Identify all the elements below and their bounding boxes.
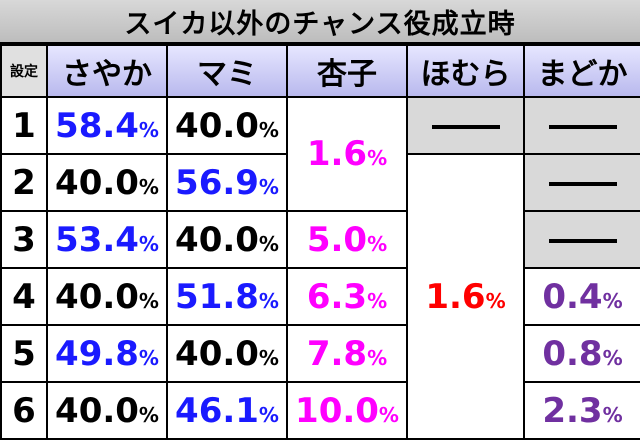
kyoko-cell: 6.3% xyxy=(286,267,408,326)
value: 1.6 xyxy=(425,276,486,317)
percent-sign: % xyxy=(602,402,623,427)
value: 53.4 xyxy=(55,219,139,260)
value: 6.3 xyxy=(306,276,368,317)
percent-sign: % xyxy=(602,288,623,313)
value: 40.0 xyxy=(55,390,139,431)
madoka-cell: 0.4% xyxy=(523,267,640,326)
header-setting: 設定 xyxy=(0,44,48,98)
homura-cell: 1.6% xyxy=(406,153,525,440)
value: 0.4 xyxy=(542,276,603,317)
madoka-cell: 0.8% xyxy=(523,324,640,383)
percent-sign: % xyxy=(258,231,279,256)
percent-sign: % xyxy=(258,402,279,427)
percent-sign: % xyxy=(138,231,159,256)
value: 7.8 xyxy=(306,333,368,374)
setting-cell: 5 xyxy=(0,324,48,383)
mami-cell: 46.1% xyxy=(166,381,288,440)
sayaka-cell: 40.0% xyxy=(46,153,168,212)
madoka-cell: 2.3% xyxy=(523,381,640,440)
table-row: 4 40.0% 51.8% 6.3% 0.4% xyxy=(0,267,640,326)
value: 5.0 xyxy=(306,219,368,260)
mami-cell: 51.8% xyxy=(166,267,288,326)
dash-mark xyxy=(548,239,617,243)
kyoko-cell: 1.6% xyxy=(286,96,408,212)
setting-cell: 2 xyxy=(0,153,48,212)
mami-cell: 56.9% xyxy=(166,153,288,212)
madoka-cell xyxy=(523,153,640,212)
madoka-cell xyxy=(523,210,640,269)
value: 40.0 xyxy=(55,276,139,317)
percent-sign: % xyxy=(378,402,399,427)
table-row: 1 58.4% 40.0% 1.6% xyxy=(0,96,640,212)
percent-sign: % xyxy=(602,345,623,370)
value: 56.9 xyxy=(175,162,259,203)
percent-sign: % xyxy=(138,174,159,199)
value: 40.0 xyxy=(175,333,259,374)
value: 49.8 xyxy=(55,333,139,374)
sayaka-cell: 40.0% xyxy=(46,267,168,326)
sayaka-cell: 58.4% xyxy=(46,96,168,155)
header-kyoko: 杏子 xyxy=(286,44,408,98)
header-row: 設定 さやか マミ 杏子 ほむら まどか xyxy=(0,44,640,98)
percent-sign: % xyxy=(258,288,279,313)
percent-sign: % xyxy=(138,345,159,370)
dash-mark xyxy=(548,125,617,129)
value: 40.0 xyxy=(55,162,139,203)
table-row: 6 40.0% 46.1% 10.0% 2.3% xyxy=(0,381,640,440)
percent-sign: % xyxy=(138,117,159,142)
dash-mark xyxy=(548,182,617,186)
table-row: 3 53.4% 40.0% 5.0% xyxy=(0,210,640,269)
value: 1.6 xyxy=(306,134,368,174)
mami-cell: 40.0% xyxy=(166,210,288,269)
kyoko-cell: 10.0% xyxy=(286,381,408,440)
percent-sign: % xyxy=(138,288,159,313)
percent-sign: % xyxy=(367,146,388,170)
dash-mark xyxy=(431,125,500,129)
chance-role-table: 設定 さやか マミ 杏子 ほむら まどか 1 58.4% 40.0% 1.6% … xyxy=(0,44,640,440)
table-title: スイカ以外のチャンス役成立時 xyxy=(0,0,640,44)
value: 2.3 xyxy=(542,390,603,431)
table-row: 5 49.8% 40.0% 7.8% 0.8% xyxy=(0,324,640,383)
percent-sign: % xyxy=(367,288,388,313)
value: 40.0 xyxy=(175,105,259,146)
mami-cell: 40.0% xyxy=(166,96,288,155)
madoka-cell xyxy=(523,96,640,155)
percent-sign: % xyxy=(258,174,279,199)
percent-sign: % xyxy=(258,345,279,370)
sayaka-cell: 40.0% xyxy=(46,381,168,440)
header-homura: ほむら xyxy=(406,44,525,98)
value: 51.8 xyxy=(175,276,259,317)
kyoko-cell: 7.8% xyxy=(286,324,408,383)
sayaka-cell: 53.4% xyxy=(46,210,168,269)
percent-sign: % xyxy=(258,117,279,142)
setting-cell: 6 xyxy=(0,381,48,440)
kyoko-cell: 5.0% xyxy=(286,210,408,269)
percent-sign: % xyxy=(367,345,388,370)
value: 10.0 xyxy=(295,390,379,431)
value: 46.1 xyxy=(175,390,259,431)
value: 58.4 xyxy=(55,105,139,146)
value: 0.8 xyxy=(542,333,603,374)
percent-sign: % xyxy=(138,402,159,427)
header-madoka: まどか xyxy=(523,44,640,98)
sayaka-cell: 49.8% xyxy=(46,324,168,383)
percent-sign: % xyxy=(367,231,388,256)
setting-cell: 3 xyxy=(0,210,48,269)
header-mami: マミ xyxy=(166,44,288,98)
percent-sign: % xyxy=(485,288,506,313)
setting-cell: 1 xyxy=(0,96,48,155)
value: 40.0 xyxy=(175,219,259,260)
header-sayaka: さやか xyxy=(46,44,168,98)
homura-cell xyxy=(406,96,525,155)
mami-cell: 40.0% xyxy=(166,324,288,383)
setting-cell: 4 xyxy=(0,267,48,326)
table-row: 2 40.0% 56.9% 1.6% xyxy=(0,153,640,440)
